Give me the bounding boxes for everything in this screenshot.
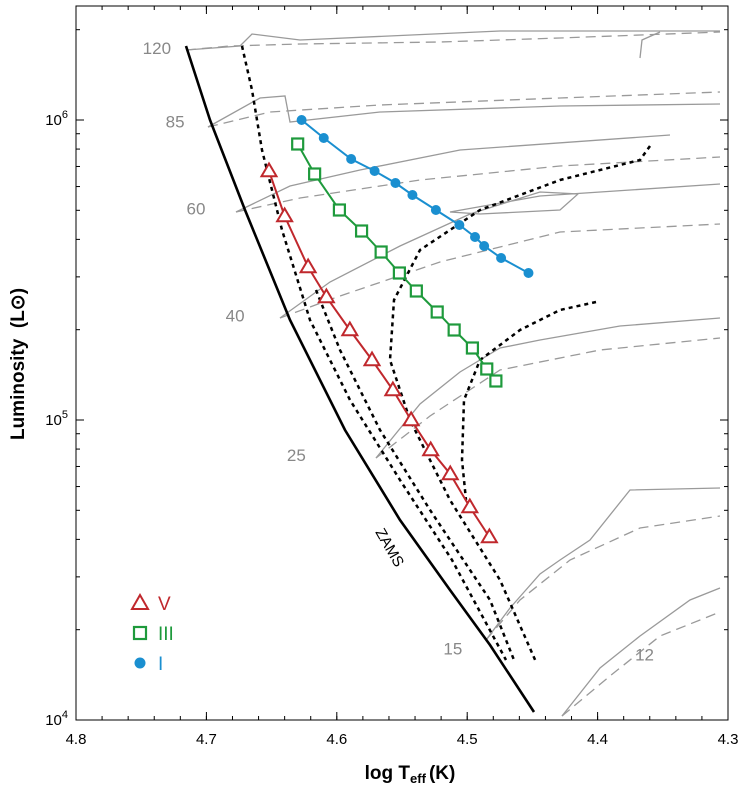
point-iii [354, 224, 369, 238]
zams-curve [184, 45, 536, 713]
point-iii [291, 137, 305, 151]
point-iii [480, 362, 494, 376]
point-i [407, 190, 418, 200]
y-axis-title: Luminosity (L⊙) [8, 288, 29, 440]
zams-label: ZAMS [372, 526, 408, 571]
point-iii [308, 167, 322, 181]
point-i [470, 232, 481, 242]
evolutionary-tracks [185, 30, 721, 717]
point-iii [465, 341, 480, 355]
isochrone-line [388, 145, 652, 663]
y-tick-label: 106 [45, 109, 68, 129]
point-i [318, 133, 329, 143]
legend-marker-iii [132, 625, 148, 641]
plot-frame [75, 5, 729, 721]
isochrone-line [240, 45, 508, 661]
point-v [317, 287, 336, 304]
track-line [185, 30, 720, 51]
track-line [561, 587, 721, 717]
point-iii [392, 266, 406, 280]
legend-label: III [158, 624, 174, 645]
x-tick-label: 4.4 [587, 731, 608, 748]
track-line [375, 317, 721, 459]
point-i [523, 268, 534, 278]
track-mass-label: 15 [443, 640, 462, 659]
track-line [279, 223, 721, 319]
point-i [496, 253, 507, 263]
point-i [479, 241, 490, 251]
x-tick-label: 4.5 [457, 731, 478, 748]
point-v [480, 527, 499, 544]
track-line [375, 337, 721, 459]
mass-labels: 120 85 60 40 25 15 12 [143, 39, 654, 665]
track-line [207, 95, 721, 128]
isochrone-line [314, 289, 516, 661]
point-i [346, 154, 357, 164]
point-v [383, 380, 403, 397]
point-iii [447, 323, 461, 337]
track-line [185, 31, 721, 51]
x-axis-title-main: log T [365, 763, 411, 784]
track-mass-label: 25 [287, 446, 306, 465]
x-tick-label: 4.6 [326, 731, 347, 748]
track-mass-label: 60 [187, 200, 206, 219]
point-v [460, 497, 480, 514]
legend-label: I [158, 654, 163, 675]
x-axis-title: log Teff (K) [365, 763, 456, 786]
track-mass-label: 85 [166, 113, 185, 132]
point-i [430, 205, 441, 215]
track-mass-label: 120 [143, 39, 171, 58]
x-tick-label: 4.8 [66, 731, 87, 748]
y-axis-title-symbol: ⊙ [8, 294, 29, 310]
data-series [259, 115, 534, 544]
point-v [298, 257, 318, 274]
track-mass-label: 40 [226, 307, 245, 326]
point-i [369, 166, 380, 176]
legend-marker-v [130, 592, 150, 610]
legend-marker-i [134, 657, 146, 669]
y-axis-title-close: ) [8, 288, 29, 294]
legend-label: V [158, 594, 171, 615]
track-line [207, 91, 721, 128]
point-v [275, 206, 294, 223]
zams-line [184, 45, 536, 713]
point-v [401, 410, 421, 427]
point-v [362, 350, 382, 367]
x-tick-label: 4.3 [718, 731, 739, 748]
x-tick-label: 4.7 [196, 731, 217, 748]
isochrone-line [460, 300, 597, 501]
axis-ticks: 4.8 4.7 4.6 4.5 4.4 4.3 104 105 106 [45, 6, 738, 748]
track-mass-label: 12 [635, 646, 654, 665]
point-v [259, 161, 279, 178]
point-i [454, 220, 465, 230]
x-axis-title-unit: (K) [429, 763, 455, 784]
point-iii [489, 374, 503, 388]
point-i [296, 115, 307, 125]
point-iii [332, 203, 347, 217]
y-axis-title-main: Luminosity (L [8, 310, 29, 440]
x-axis-title-sub: eff [410, 771, 427, 786]
point-iii [409, 284, 423, 298]
point-iii [374, 245, 388, 259]
track-line [639, 31, 661, 59]
point-v [340, 320, 360, 337]
track-line [235, 134, 671, 213]
track-line [485, 487, 721, 641]
point-iii [430, 305, 444, 319]
point-v [440, 464, 460, 481]
point-v [421, 440, 440, 457]
track-line [485, 515, 721, 641]
y-tick-label: 104 [45, 709, 68, 729]
point-i [390, 178, 401, 188]
y-tick-label: 105 [45, 409, 68, 429]
